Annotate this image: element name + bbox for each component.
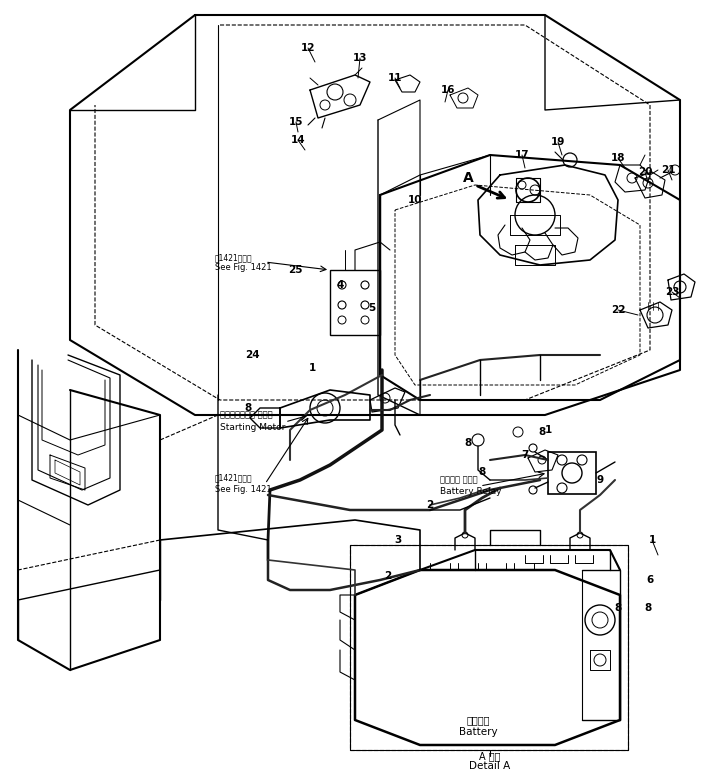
Text: 1: 1 [544,425,552,435]
Text: バッテリ リレー: バッテリ リレー [440,475,478,485]
Bar [350,545,628,750]
Text: 17: 17 [515,150,530,160]
Text: 24: 24 [245,350,259,360]
Text: Battery Relay: Battery Relay [440,488,501,496]
Text: 8: 8 [464,438,472,448]
Text: 5: 5 [368,303,376,313]
Text: Starting Motor: Starting Motor [220,423,285,433]
Text: 18: 18 [611,153,625,163]
Bar [330,270,380,335]
Text: A 詳細: A 詳細 [479,751,501,761]
Text: 6: 6 [646,575,653,585]
Bar [350,545,628,750]
Text: 21: 21 [661,165,675,175]
Text: Battery: Battery [459,727,497,737]
Text: 8: 8 [479,467,486,477]
Text: 2: 2 [426,500,433,510]
Text: 14: 14 [291,135,305,145]
Text: A: A [462,171,474,185]
Text: ㅔ1421図参照: ㅔ1421図参照 [215,254,253,262]
Text: 25: 25 [287,265,302,275]
Text: スターティング モータ: スターティング モータ [220,410,273,420]
Text: 19: 19 [551,137,565,147]
Text: See Fig. 1421: See Fig. 1421 [215,485,272,495]
Text: 8: 8 [538,427,546,437]
Text: 8: 8 [244,403,251,413]
Text: バッテリ: バッテリ [467,715,490,725]
Text: 9: 9 [596,475,603,485]
Text: 1: 1 [649,535,656,545]
Text: 8: 8 [644,603,651,613]
Text: 2: 2 [384,571,392,581]
Text: 16: 16 [441,85,455,95]
Bar [548,452,596,494]
Text: 3: 3 [394,535,401,545]
Text: 23: 23 [665,287,679,297]
Text: 20: 20 [638,167,652,177]
Text: 8: 8 [615,603,622,613]
Text: 11: 11 [388,73,402,83]
Text: 4: 4 [336,280,343,290]
Text: See Fig. 1421: See Fig. 1421 [215,263,272,272]
Text: 10: 10 [408,195,422,205]
Text: 13: 13 [353,53,367,63]
Text: Detail A: Detail A [469,761,510,771]
Text: 7: 7 [521,450,529,460]
Text: 15: 15 [289,117,303,127]
Text: ㅔ1421図参照: ㅔ1421図参照 [215,474,253,482]
Text: 22: 22 [611,305,625,315]
Text: 12: 12 [301,43,315,53]
Text: 1: 1 [309,363,316,373]
